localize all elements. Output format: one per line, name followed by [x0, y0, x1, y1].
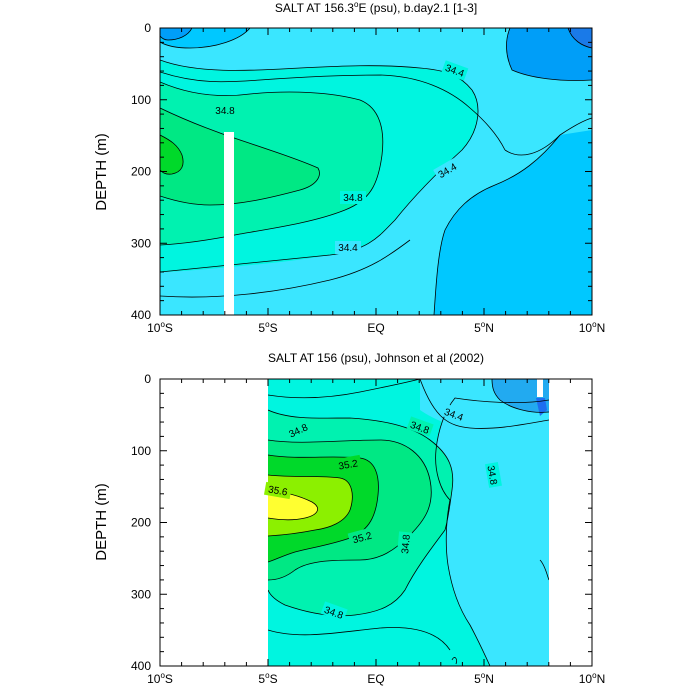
bottom-contour-label: 34.8: [484, 465, 498, 487]
bottom-y-tick-label: 400: [131, 659, 151, 673]
top-y-tick-label: 200: [131, 165, 151, 179]
bottom-contour-label: 35.2: [352, 531, 374, 547]
bottom-x-tick-label: 10oS: [147, 671, 173, 686]
top-y-axis-label: DEPTH (m): [93, 133, 110, 211]
top-fill-35.2: [160, 135, 184, 175]
top-y-tick-label: 100: [131, 93, 151, 107]
bottom-salinity-field: [268, 379, 549, 666]
top-salinity-field: [160, 28, 592, 315]
bottom-x-tick-label: EQ: [367, 672, 384, 686]
bottom-x-tick-label: 5oS: [258, 671, 277, 686]
top-x-tick-label: 5oS: [258, 320, 277, 335]
bottom-x-tick-label: 5oN: [474, 671, 494, 686]
bottom-missing-data-notch: [537, 379, 543, 397]
top-fill-34.2-east: [434, 130, 592, 315]
bottom-y-tick-label: 200: [131, 516, 151, 530]
bottom-fill-34.4-east: [435, 398, 549, 666]
top-x-tick-label: 10oN: [579, 320, 605, 335]
bottom-x-tick-label: 10oN: [579, 671, 605, 686]
top-contour-label: 34.4: [338, 243, 358, 254]
bottom-panel: SALT AT 156 (psu), Johnson et al (2002): [93, 351, 605, 686]
top-fill-34.0-northeast: [506, 28, 592, 81]
top-panel: SALT AT 156.3oE (psu), b.day2.1 [1-3]: [93, 0, 605, 335]
top-fill-34.0-corner: [568, 28, 592, 48]
top-missing-data-strip: [224, 132, 234, 315]
bottom-fill-34.0: [536, 398, 547, 416]
top-contour-label: 34.8: [215, 106, 235, 117]
top-axes: 10oS 5oS EQ 5oN 10oN 0 100 200 300 400: [131, 21, 605, 335]
top-contour-lines: [160, 28, 592, 315]
bottom-contour-label: 35.2: [338, 458, 360, 472]
bottom-y-tick-label: 300: [131, 587, 151, 601]
top-panel-title: SALT AT 156.3oE (psu), b.day2.1 [1-3]: [275, 0, 477, 15]
bottom-y-axis-label: DEPTH (m): [93, 483, 110, 561]
bottom-panel-title: SALT AT 156 (psu), Johnson et al (2002): [268, 351, 484, 365]
top-contour-label: 34.8: [343, 193, 363, 204]
bottom-y-tick-label: 0: [144, 372, 151, 386]
top-y-tick-label: 300: [131, 236, 151, 250]
bottom-contour-label: 34.8: [400, 534, 413, 555]
top-y-tick-label: 0: [144, 21, 151, 35]
top-x-tick-label: 10oS: [147, 320, 173, 335]
top-x-tick-label: EQ: [367, 321, 384, 335]
top-fill-34.0-corner-west: [160, 28, 192, 40]
top-fill-35.0: [160, 108, 320, 205]
top-x-tick-label: 5oN: [474, 320, 494, 335]
top-y-tick-label: 400: [131, 308, 151, 322]
top-contour-labels: 34.8 34.4 34.4 34.8 34.4: [212, 60, 469, 254]
bottom-y-tick-label: 100: [131, 444, 151, 458]
bottom-contour-labels: 34.8 34.8 34.4 35.2 34.8 35.6 35.2 34.8 …: [263, 403, 502, 622]
bottom-contour-lines: [268, 379, 549, 666]
bottom-contour-label: 35.6: [267, 484, 289, 498]
bottom-axes: 10oS 5oS EQ 5oN 10oN 0 100 200 300 400: [131, 372, 605, 686]
